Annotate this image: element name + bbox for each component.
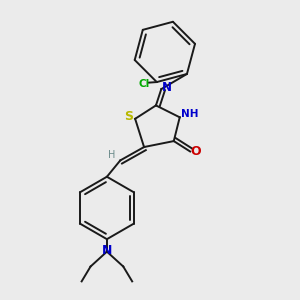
Text: N: N bbox=[102, 244, 112, 257]
Text: N: N bbox=[162, 81, 172, 94]
Text: NH: NH bbox=[182, 109, 199, 119]
Text: H: H bbox=[108, 150, 116, 160]
Text: O: O bbox=[190, 145, 201, 158]
Text: Cl: Cl bbox=[139, 79, 150, 88]
Text: S: S bbox=[124, 110, 133, 123]
